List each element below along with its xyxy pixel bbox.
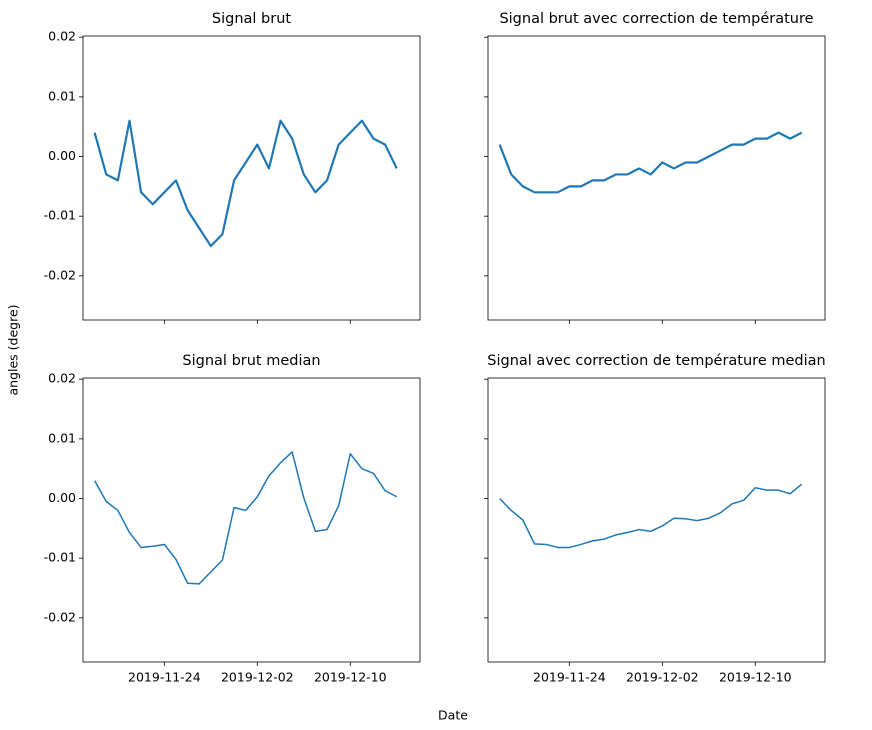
x-tick-label: 2019-12-10	[314, 670, 387, 685]
subplot-title: Signal brut avec correction de températu…	[499, 11, 813, 27]
y-tick-label: -0.01	[44, 208, 76, 223]
axes-frame	[82, 35, 421, 321]
data-line	[498, 131, 803, 194]
y-tick-label: 0.02	[48, 371, 76, 386]
subplot-title: Signal avec correction de température me…	[487, 353, 825, 369]
y-axis-label: angles (degre)	[6, 304, 21, 395]
y-tick-label: 0.00	[48, 490, 76, 505]
subplot-title: Signal brut	[212, 11, 292, 27]
y-tick-label: -0.02	[44, 267, 76, 282]
x-tick-label: 2019-12-10	[719, 670, 792, 685]
subplot-title: Signal brut median	[182, 353, 320, 369]
y-tick-label: -0.02	[44, 609, 76, 624]
y-tick-label: 0.01	[48, 88, 76, 103]
axes-frame	[487, 377, 826, 663]
data-line	[499, 483, 803, 549]
y-tick-label: -0.01	[44, 550, 76, 565]
data-line	[93, 119, 398, 248]
x-tick-label: 2019-12-02	[626, 670, 699, 685]
axes-frame	[82, 377, 421, 663]
x-axis-label: Date	[438, 708, 468, 723]
axes-frame	[487, 35, 826, 321]
x-tick-label: 2019-11-24	[128, 670, 201, 685]
y-tick-label: 0.01	[48, 430, 76, 445]
x-tick-label: 2019-12-02	[221, 670, 294, 685]
data-line	[93, 451, 398, 585]
y-tick-label: 0.02	[48, 29, 76, 44]
y-tick-label: 0.00	[48, 148, 76, 163]
x-tick-label: 2019-11-24	[533, 670, 606, 685]
